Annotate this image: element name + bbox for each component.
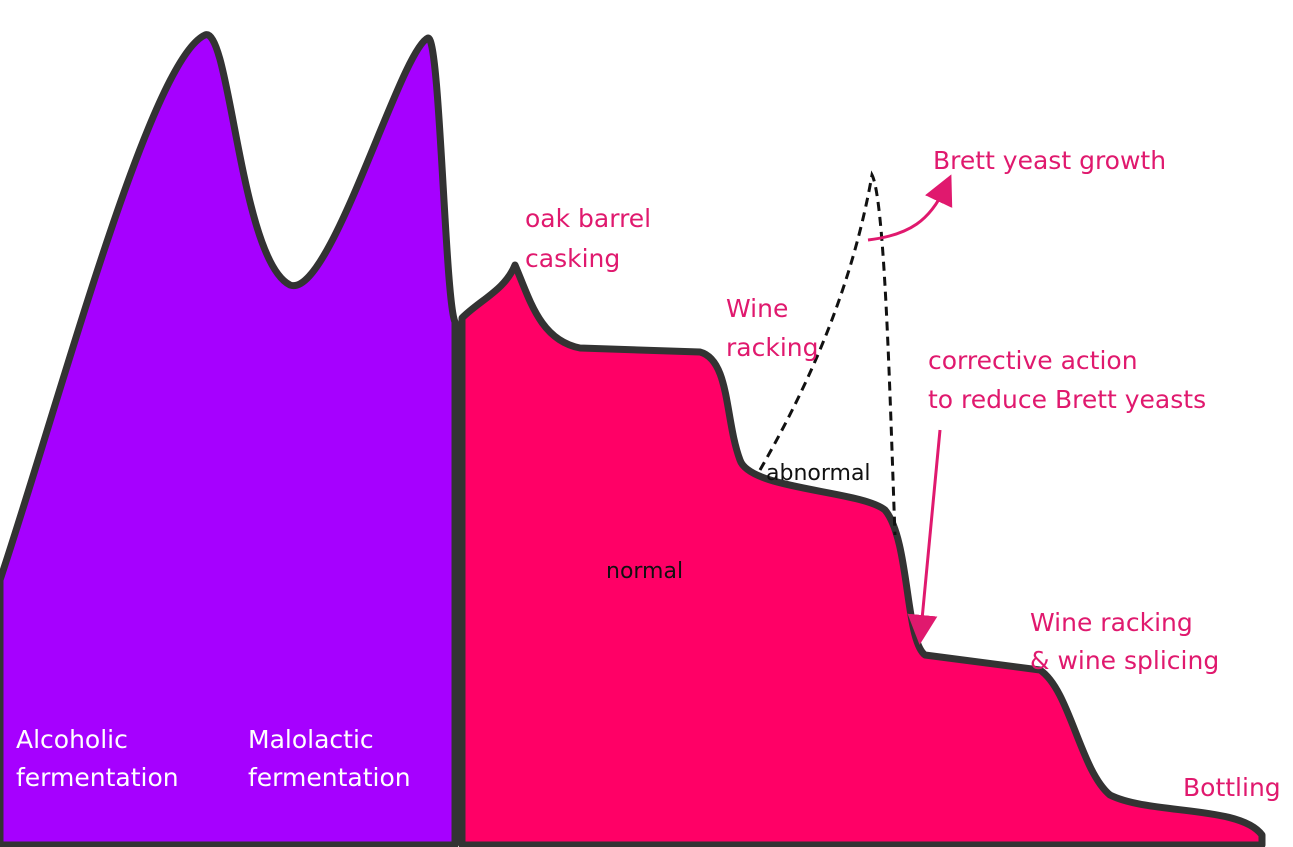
label: Brett yeast growth — [933, 146, 1166, 175]
abnormal-curve — [758, 170, 897, 536]
label: normal — [606, 559, 683, 584]
label: Alcoholic — [16, 725, 128, 754]
label: & wine splicing — [1030, 646, 1219, 675]
label: Wine racking — [1030, 608, 1193, 637]
label: Wine — [726, 294, 788, 323]
label: fermentation — [16, 763, 179, 792]
corrective-arrow — [907, 429, 942, 645]
label: casking — [525, 244, 620, 273]
aging-area — [458, 261, 1266, 847]
label: abnormal — [766, 461, 871, 486]
fermentation-area — [0, 31, 459, 847]
label: racking — [726, 333, 818, 362]
label: fermentation — [248, 763, 411, 792]
label: to reduce Brett yeasts — [928, 385, 1206, 414]
label: corrective action — [928, 346, 1138, 375]
label: oak barrel — [525, 204, 651, 233]
growth-arrow — [867, 174, 953, 242]
label: Malolactic — [248, 725, 374, 754]
label: Bottling — [1183, 773, 1281, 802]
